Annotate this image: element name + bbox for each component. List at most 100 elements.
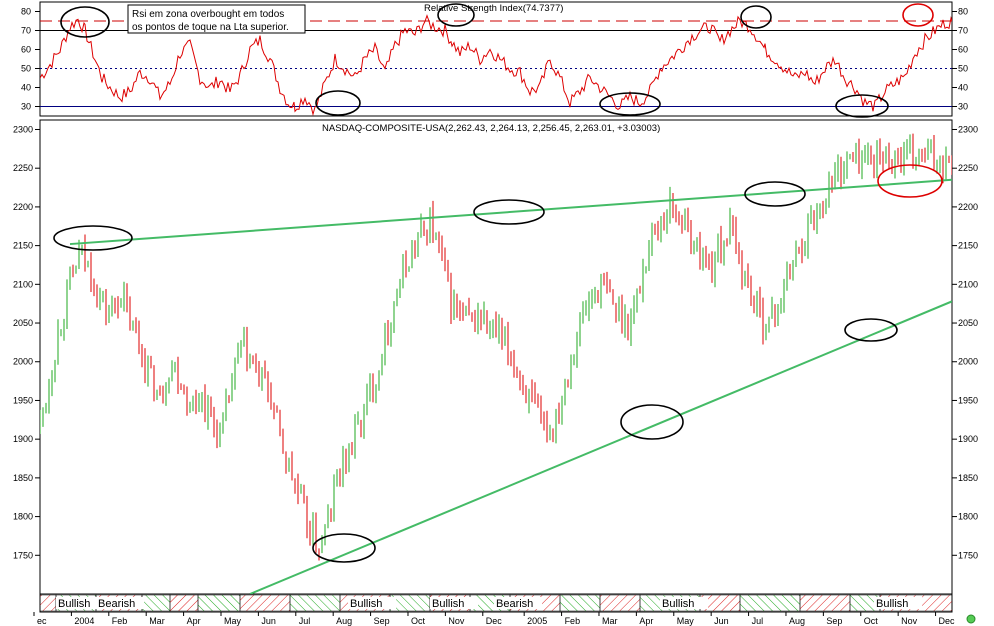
signal-label-bg	[430, 597, 479, 609]
signal-label: Bullish	[432, 598, 464, 610]
signal-band-segment	[559, 594, 601, 612]
rsi-ytick-label-right: 80	[958, 7, 968, 17]
signal-band-segment	[39, 594, 57, 612]
price-ytick-label-left: 2000	[13, 357, 33, 367]
price-ytick-label-left: 1900	[13, 434, 33, 444]
x-tick-label: Aug	[789, 616, 805, 626]
price-ytick-label-left: 2300	[13, 124, 33, 134]
price-ytick-label-right: 1950	[958, 395, 978, 405]
x-tick-label: Oct	[864, 616, 879, 626]
signal-label: Bullish	[662, 598, 694, 610]
price-ytick-label-right: 1850	[958, 473, 978, 483]
signal-band-segment	[799, 594, 851, 612]
price-ytick-label-left: 1750	[13, 550, 33, 560]
price-marker-ellipse	[53, 225, 133, 251]
price-markers	[53, 164, 943, 563]
x-tick-label: May	[224, 616, 242, 626]
price-panel	[39, 119, 953, 595]
signal-label-bg	[348, 597, 397, 609]
price-ytick-label-right: 2200	[958, 202, 978, 212]
signal-label-bg	[494, 597, 543, 609]
signal-label-bg	[660, 597, 709, 609]
signal-label: Bullish	[876, 598, 908, 610]
price-ytick-label-right: 2100	[958, 279, 978, 289]
price-marker-ellipse	[620, 404, 684, 440]
rsi-axis: 30 30 40 40 50 50 60 60 70 70 80 80	[21, 7, 968, 112]
rsi-ytick-label-right: 40	[958, 83, 968, 93]
price-ytick-label-right: 1900	[958, 434, 978, 444]
x-tick-label: 2004	[74, 616, 94, 626]
price-ytick-label-left: 2100	[13, 279, 33, 289]
price-ytick-label-left: 2250	[13, 163, 33, 173]
x-tick-label: ec	[37, 616, 47, 626]
rsi-annotation-line-2: os pontos de toque na Lta superior.	[132, 22, 289, 33]
rsi-plot	[40, 14, 952, 116]
rsi-ytick-label-left: 80	[21, 7, 31, 17]
x-tick-label: 2005	[527, 616, 547, 626]
signal-band-labels: Bullish Bearish Bullish Bullish Bearish Bulli…	[56, 597, 923, 610]
rsi-marker-ellipse	[315, 90, 361, 116]
rsi-line	[40, 14, 952, 116]
signal-label-bg	[96, 597, 145, 609]
rsi-title: Relative Strength Index(74.7377)	[424, 3, 563, 14]
price-ytick-label-right: 2000	[958, 357, 978, 367]
rsi-annotation-line-1: Rsi em zona overbought em todos	[132, 9, 284, 20]
price-ytick-label-left: 1950	[13, 395, 33, 405]
price-marker-ellipse	[844, 318, 898, 342]
price-ytick-label-right: 2250	[958, 163, 978, 173]
price-marker-ellipse	[312, 533, 376, 563]
rsi-ytick-label-left: 60	[21, 45, 31, 55]
price-marker-ellipse	[473, 199, 545, 225]
signal-band-segment	[239, 594, 291, 612]
price-ytick-label-right: 2050	[958, 318, 978, 328]
signal-label: Bearish	[496, 598, 533, 610]
x-tick-label: Apr	[639, 616, 653, 626]
signal-band-segment	[197, 594, 241, 612]
price-ytick-label-right: 1750	[958, 550, 978, 560]
x-tick-label: Dec	[939, 616, 956, 626]
price-axis: 1750 1750 1800 1800 1850 1850 1900 1900 1950 1950…	[13, 124, 978, 560]
signal-band-segment	[289, 594, 341, 612]
x-tick-label: Jun	[714, 616, 729, 626]
signal-band-segment	[141, 594, 171, 612]
price-marker-ellipse	[744, 181, 806, 207]
price-ytick-label-left: 1800	[13, 512, 33, 522]
x-tick-label: Oct	[411, 616, 426, 626]
x-axis: ec 2004 Feb Mar Apr May Jun Jul Aug Sep Oct Nov Dec 2…	[33, 612, 956, 626]
price-ytick-label-left: 2200	[13, 202, 33, 212]
rsi-marker-ellipse-red	[902, 3, 934, 27]
x-tick-label: Nov	[448, 616, 465, 626]
signal-band-segment	[169, 594, 199, 612]
x-tick-label: Aug	[336, 616, 352, 626]
rsi-ytick-label-right: 60	[958, 45, 968, 55]
x-tick-label: Sep	[374, 616, 390, 626]
price-ytick-label-left: 2050	[13, 318, 33, 328]
price-marker-ellipse-red	[877, 164, 943, 198]
x-tick-label: Feb	[112, 616, 128, 626]
signal-label: Bullish	[350, 598, 382, 610]
price-ytick-label-left: 1850	[13, 473, 33, 483]
signal-label: Bullish	[58, 598, 90, 610]
rsi-marker-ellipse	[60, 6, 110, 38]
price-ytick-label-right: 1800	[958, 512, 978, 522]
price-ytick-label-right: 2150	[958, 241, 978, 251]
rsi-annotation-box	[127, 4, 306, 34]
x-tick-label: Jun	[261, 616, 276, 626]
x-tick-label: Dec	[486, 616, 503, 626]
price-plot	[40, 133, 952, 594]
x-tick-label: Feb	[565, 616, 581, 626]
signal-label-bg	[874, 597, 923, 609]
rsi-ytick-label-left: 30	[21, 102, 31, 112]
x-tick-label: May	[677, 616, 695, 626]
rsi-ytick-label-left: 70	[21, 26, 31, 36]
price-trendline	[249, 300, 952, 594]
rsi-ytick-label-left: 50	[21, 64, 31, 74]
x-tick-label: Jul	[752, 616, 764, 626]
price-title: NASDAQ-COMPOSITE-USA(2,262.43, 2,264.13,…	[322, 123, 660, 134]
x-tick-label: Sep	[826, 616, 842, 626]
price-ytick-label-right: 2300	[958, 124, 978, 134]
rsi-ytick-label-left: 40	[21, 83, 31, 93]
x-tick-label: Mar	[149, 616, 165, 626]
rsi-marker-ellipse	[437, 3, 475, 27]
price-trendline	[69, 178, 952, 246]
